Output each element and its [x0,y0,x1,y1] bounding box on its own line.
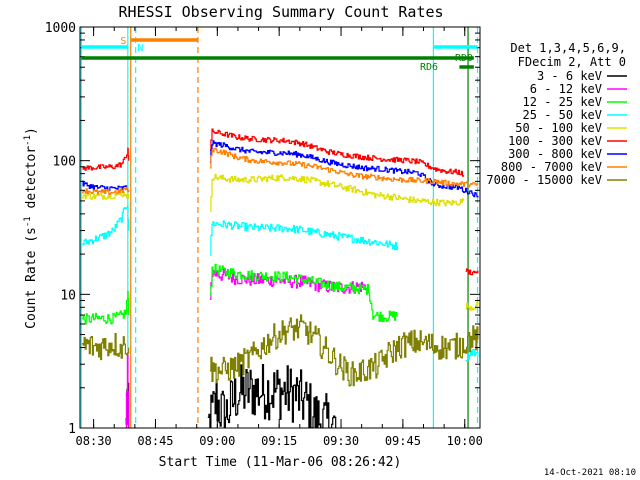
series-line-segment [207,364,337,428]
n-annotation-label: N [137,43,143,54]
series-line-segment [209,140,479,198]
legend-item-label: 800 - 7000 keV [501,160,602,174]
y-tick-label: 100 [53,155,76,170]
legend-item-label: 3 - 6 keV [537,69,602,83]
series-100-300-keV-kev [82,128,479,276]
x-tick-label: 09:30 [323,434,359,448]
series-300-800-keV-kev [82,140,479,198]
x-axis-label: Start Time (11-Mar-06 08:26:42) [159,455,402,470]
legend-item-label: 50 - 100 keV [515,121,602,135]
series-line-segment [82,191,130,200]
plot-area [79,26,481,429]
y-tick-label: 1 [68,422,76,437]
legend-item-label: 6 - 12 keV [530,82,602,96]
series-25-50-keV-kev [82,205,479,362]
series-800-7000-keV-kev [82,147,479,195]
series-line-segment [465,268,479,276]
series-lines [82,128,479,428]
series-line-segment [465,349,479,362]
chart-title: RHESSI Observing Summary Count Rates [118,3,443,21]
series-line-segment [209,220,399,256]
y-axis-label-exponent: -1 [23,216,33,227]
s-annotation-label: S [120,36,126,47]
rd0-annotation-label: RD0 [455,53,473,64]
legend-header-line-1: Det 1,3,4,5,6,9, [510,41,626,55]
series-7000-15000-keV-kev [82,314,479,387]
series-12-25-keV-kev [82,263,399,325]
y-axis-label-end: ) [24,127,39,135]
legend-item-label: 25 - 50 keV [523,108,602,122]
x-tick-label: 08:30 [76,434,112,448]
x-tick-label: 09:00 [199,434,235,448]
legend-item-label: 100 - 300 keV [508,134,602,148]
series-line-segment [82,333,130,361]
series-line-segment [209,147,479,188]
series-line-segment [209,173,465,212]
series-50-100-keV-kev [82,173,479,311]
x-tick-label: 10:00 [447,434,483,448]
y-axis-label: Count Rate (s-1 detector-1) [23,127,39,329]
rd6-annotation-label: RD6 [420,62,438,73]
y-tick-label: 1000 [45,21,76,36]
series-line-segment [82,290,130,325]
series-line-segment [82,205,130,246]
series-line-segment [82,147,130,171]
y-axis-label-tail: detector [24,146,39,217]
y-tick-label: 10 [60,288,76,303]
y-tick-labels: 1 10 100 1000 [45,21,76,437]
series-line-segment [82,186,130,195]
series-line-segment [209,314,479,387]
legend-header-line-2: FDecim 2, Att 0 [518,55,626,69]
x-tick-labels: 08:30 08:45 09:00 09:15 09:30 09:45 10:00 [76,434,483,448]
legend-item-label: 7000 - 15000 keV [486,173,602,187]
plot-frame [79,26,481,429]
legend-item-label: 12 - 25 keV [523,95,602,109]
legend-item-label: 300 - 800 keV [508,147,602,161]
y-axis-label-main: Count Rate (s [24,227,39,329]
x-tick-label: 09:45 [385,434,421,448]
y-axis-label-exponent-2: -1 [23,135,33,146]
x-tick-label: 09:15 [261,434,297,448]
series-line-segment [209,263,399,323]
axis-ticks [80,26,480,429]
legend: Det 1,3,4,5,6,9, FDecim 2, Att 0 3 - 6 k… [486,41,627,187]
series-line-segment [209,128,465,177]
x-tick-label: 08:45 [137,434,173,448]
series-line-segment [82,180,130,192]
series-line-segment [465,301,479,311]
generation-timestamp: 14-Oct-2021 08:10 [544,468,636,478]
